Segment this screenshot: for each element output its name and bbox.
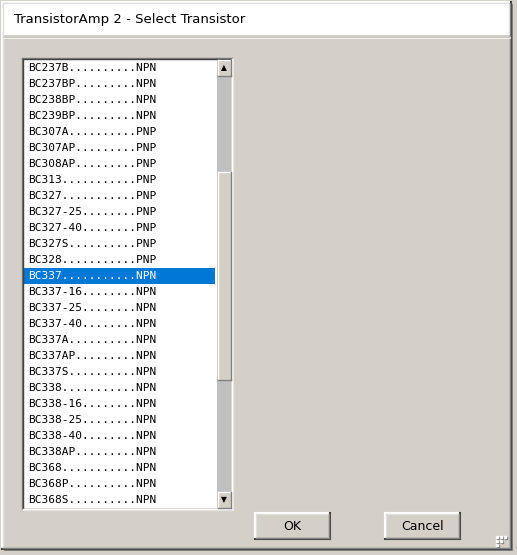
Text: BC338-16........NPN: BC338-16........NPN	[28, 399, 156, 409]
Text: BC237B..........NPN: BC237B..........NPN	[28, 63, 156, 73]
Text: BC308AP.........PNP: BC308AP.........PNP	[28, 159, 156, 169]
Bar	[24, 268, 215, 284]
Text: ▼: ▼	[221, 496, 227, 504]
Text: BC237BP.........NPN: BC237BP.........NPN	[28, 79, 156, 89]
Text: BC338AP.........NPN: BC338AP.........NPN	[28, 447, 156, 457]
Text: BC368P..........NPN: BC368P..........NPN	[28, 479, 156, 489]
Text: BC337AP.........NPN: BC337AP.........NPN	[28, 351, 156, 361]
Text: BC238BP.........NPN: BC238BP.........NPN	[28, 95, 156, 105]
Text: BC307AP.........PNP: BC307AP.........PNP	[28, 143, 156, 153]
Text: BC327...........PNP: BC327...........PNP	[28, 191, 156, 201]
Text: BC337S..........NPN: BC337S..........NPN	[28, 367, 156, 377]
Text: TransistorAmp 2 - Select Transistor: TransistorAmp 2 - Select Transistor	[14, 13, 245, 26]
Text: ▲: ▲	[221, 63, 227, 73]
Bar	[217, 60, 231, 508]
Text: BC313...........PNP: BC313...........PNP	[28, 175, 156, 185]
Bar	[255, 513, 330, 539]
Bar	[218, 60, 231, 76]
Text: BC327-25........PNP: BC327-25........PNP	[28, 207, 156, 217]
Bar	[385, 513, 460, 539]
Text: BC337-40........NPN: BC337-40........NPN	[28, 319, 156, 329]
Bar	[218, 492, 231, 508]
Text: BC239BP.........NPN: BC239BP.........NPN	[28, 111, 156, 121]
Text: Cancel: Cancel	[401, 519, 444, 532]
Text: BC328...........PNP: BC328...........PNP	[28, 255, 156, 265]
Text: BC337...........NPN: BC337...........NPN	[28, 271, 156, 281]
Text: BC327S..........PNP: BC327S..........PNP	[28, 239, 156, 249]
Text: BC307A..........PNP: BC307A..........PNP	[28, 127, 156, 137]
Text: BC338...........NPN: BC338...........NPN	[28, 383, 156, 393]
Text: BC368S..........NPN: BC368S..........NPN	[28, 495, 156, 505]
Text: BC337-25........NPN: BC337-25........NPN	[28, 303, 156, 313]
Text: BC337-16........NPN: BC337-16........NPN	[28, 287, 156, 297]
Text: BC338-40........NPN: BC338-40........NPN	[28, 431, 156, 441]
Bar	[218, 172, 231, 380]
Bar	[3, 3, 510, 35]
Text: OK: OK	[283, 519, 301, 532]
Text: BC327-40........PNP: BC327-40........PNP	[28, 223, 156, 233]
Text: BC368...........NPN: BC368...........NPN	[28, 463, 156, 473]
Text: BC338-25........NPN: BC338-25........NPN	[28, 415, 156, 425]
Bar	[24, 60, 217, 508]
Text: BC337A..........NPN: BC337A..........NPN	[28, 335, 156, 345]
